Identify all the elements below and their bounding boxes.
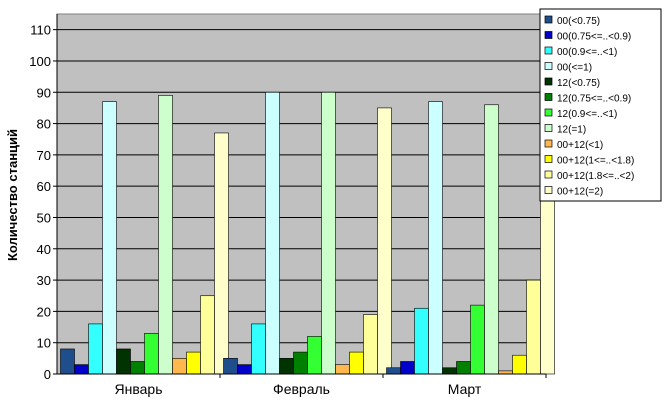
bar xyxy=(377,107,392,375)
bar xyxy=(186,351,201,375)
legend-label: 12(<0.75) xyxy=(557,78,600,89)
bar xyxy=(251,323,266,375)
plot-area xyxy=(56,13,547,375)
bar xyxy=(321,91,336,375)
legend-swatch xyxy=(544,155,553,163)
bar xyxy=(158,95,173,375)
y-tick-label: 80 xyxy=(37,117,51,132)
legend-swatch xyxy=(544,139,553,148)
bar xyxy=(74,364,89,375)
legend-box xyxy=(539,8,662,202)
legend-swatch xyxy=(544,170,553,179)
bar xyxy=(237,364,252,375)
legend-swatch xyxy=(544,124,553,132)
bar xyxy=(386,367,401,375)
bar xyxy=(200,295,215,375)
legend-label: 12(0.9<=..<1) xyxy=(557,109,617,120)
bar xyxy=(526,279,541,375)
bar xyxy=(214,132,229,375)
legend-swatch xyxy=(544,46,553,55)
bar xyxy=(512,354,527,375)
bar xyxy=(484,104,499,375)
x-tick-label: Февраль xyxy=(273,381,330,397)
legend-label: 00+12(1<=..<1.8) xyxy=(557,156,634,167)
legend: 00(<0.75) 00(0.75<=..<0.9) 00(0.9<=..<1) 00… xyxy=(539,8,662,202)
legend-swatch xyxy=(544,93,553,101)
bar xyxy=(88,323,103,375)
x-axis-labels: Январь Февраль Март xyxy=(115,374,547,397)
y-tick-label: 90 xyxy=(37,85,51,100)
gridlines xyxy=(57,29,546,344)
bar xyxy=(470,304,485,375)
legend-swatch xyxy=(544,77,553,86)
bar xyxy=(400,361,415,375)
bar xyxy=(414,307,429,375)
bar xyxy=(102,101,117,375)
bar xyxy=(456,361,471,375)
legend-label: 12(=1) xyxy=(557,125,586,136)
y-tick-label: 20 xyxy=(37,304,51,319)
bar xyxy=(265,91,280,375)
bar xyxy=(293,351,308,375)
bar xyxy=(307,336,322,375)
y-tick-label: 70 xyxy=(37,148,51,163)
bar xyxy=(349,351,364,375)
legend-swatch xyxy=(544,62,553,70)
bar xyxy=(116,348,131,375)
y-tick-label: 110 xyxy=(30,23,51,38)
y-tick-label: 100 xyxy=(29,54,51,69)
y-axis-ticks: 0 10 20 30 40 50 60 70 80 90 100 110 xyxy=(29,23,57,382)
bar xyxy=(363,314,378,375)
bar xyxy=(130,361,145,375)
legend-label: 00(<=1) xyxy=(557,63,592,74)
legend-label: 12(0.75<=..<0.9) xyxy=(557,94,631,105)
bar xyxy=(172,358,187,375)
bar xyxy=(144,333,159,375)
x-tick-label: Март xyxy=(448,381,482,397)
legend-label: 00(0.75<=..<0.9) xyxy=(557,32,631,43)
y-tick-label: 10 xyxy=(37,336,51,351)
bar xyxy=(279,358,294,375)
bar xyxy=(60,348,75,375)
bar xyxy=(335,364,350,375)
y-tick-label: 0 xyxy=(44,367,51,382)
y-axis-title: Количество станций xyxy=(5,129,20,261)
legend-label: 00(<0.75) xyxy=(557,16,600,27)
y-tick-label: 60 xyxy=(37,179,51,194)
legend-label: 00+12(=2) xyxy=(557,187,603,198)
y-tick-label: 30 xyxy=(37,273,51,288)
x-tick-label: Январь xyxy=(115,381,163,397)
legend-swatch xyxy=(544,31,553,39)
legend-swatch xyxy=(544,186,553,194)
y-tick-label: 50 xyxy=(37,210,51,225)
y-tick-label: 40 xyxy=(37,242,51,257)
legend-swatch xyxy=(544,108,553,117)
legend-label: 00(0.9<=..<1) xyxy=(557,47,617,58)
bar xyxy=(442,367,457,375)
bar xyxy=(223,358,238,375)
legend-swatch xyxy=(544,15,553,24)
legend-label: 00+12(<1) xyxy=(557,140,603,151)
bars xyxy=(60,91,555,375)
legend-label: 00+12(1.8<=..<2) xyxy=(557,171,634,182)
bar xyxy=(428,101,443,375)
